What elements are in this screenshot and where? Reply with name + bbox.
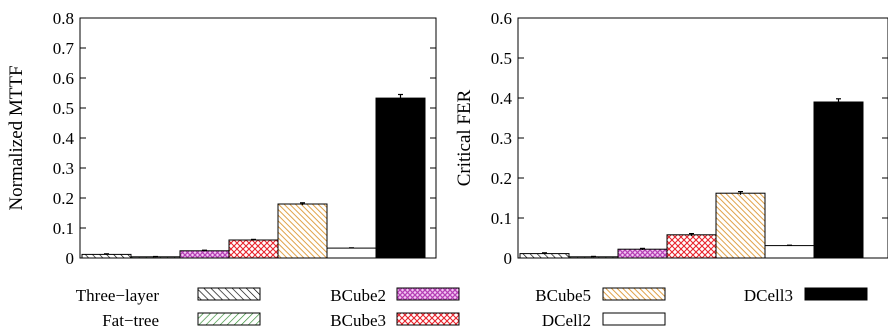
y-tick-label: 0: [504, 249, 513, 268]
bar-dcell2: [765, 246, 814, 258]
legend-swatch: [397, 288, 459, 300]
legend-label: BCube3: [330, 311, 386, 330]
y-tick-label: 0: [66, 249, 75, 268]
y-tick-label: 0.1: [491, 209, 512, 228]
y-axis-label: Critical FER: [454, 89, 475, 186]
y-tick-label: 0.3: [491, 129, 512, 148]
mttf-chart: 0 0.1 0.2 0.3 0.4 0.5 0.6 0.7 0.8 Normalized MTTF: [6, 9, 436, 268]
legend-label: BCube2: [330, 286, 386, 305]
legend-swatch: [603, 313, 665, 325]
y-tick-label: 0.6: [53, 69, 74, 88]
bar-bcube2: [618, 249, 667, 258]
legend-item-1: Three−layer: [76, 286, 260, 305]
bar-bcube3: [667, 235, 716, 258]
y-tick-label: 0.3: [53, 159, 74, 178]
y-axis-label: Normalized MTTF: [6, 65, 27, 210]
legend-swatch: [397, 313, 459, 325]
y-tick-label: 0.5: [491, 49, 512, 68]
y-tick-label: 0.1: [53, 219, 74, 238]
legend-swatch: [603, 288, 665, 300]
legend-item-4: BCube3: [330, 311, 459, 330]
legend-label: Three−layer: [76, 286, 160, 305]
y-tick-label: 0.8: [53, 9, 74, 28]
y-tick-label: 0.6: [491, 9, 512, 28]
bar-dcell2: [327, 248, 376, 258]
y-tick-label: 0.7: [53, 39, 75, 58]
y-tick-label: 0.4: [491, 89, 513, 108]
legend-label: DCell2: [542, 311, 591, 330]
bar-dcell3: [814, 102, 863, 258]
y-tick-label: 0.2: [53, 189, 74, 208]
legend-item-5: BCube5: [535, 286, 665, 305]
bar-bcube3: [229, 240, 278, 258]
bar-bcube5: [716, 193, 765, 258]
legend-swatch: [198, 313, 260, 325]
bar-dcell3: [376, 98, 425, 258]
bar-bcube2: [180, 251, 229, 258]
critical-fer-chart: 0 0.1 0.2 0.3 0.4 0.5 0.6 Critical FER: [454, 9, 888, 268]
bar-bcube5: [278, 204, 327, 258]
legend-item-2: Fat−tree: [102, 311, 260, 330]
y-tick-label: 0.4: [53, 129, 75, 148]
legend-swatch: [805, 288, 867, 300]
legend-item-7: DCell3: [744, 286, 867, 305]
legend-swatch: [198, 288, 260, 300]
legend: Three−layer Fat−tree BCube2 BCube3 BCube5 DCe…: [76, 286, 867, 330]
legend-item-6: DCell2: [542, 311, 665, 330]
y-tick-label: 0.5: [53, 99, 74, 118]
legend-label: BCube5: [535, 286, 591, 305]
y-tick-label: 0.2: [491, 169, 512, 188]
legend-label: Fat−tree: [102, 311, 159, 330]
legend-label: DCell3: [744, 286, 793, 305]
legend-item-3: BCube2: [330, 286, 459, 305]
